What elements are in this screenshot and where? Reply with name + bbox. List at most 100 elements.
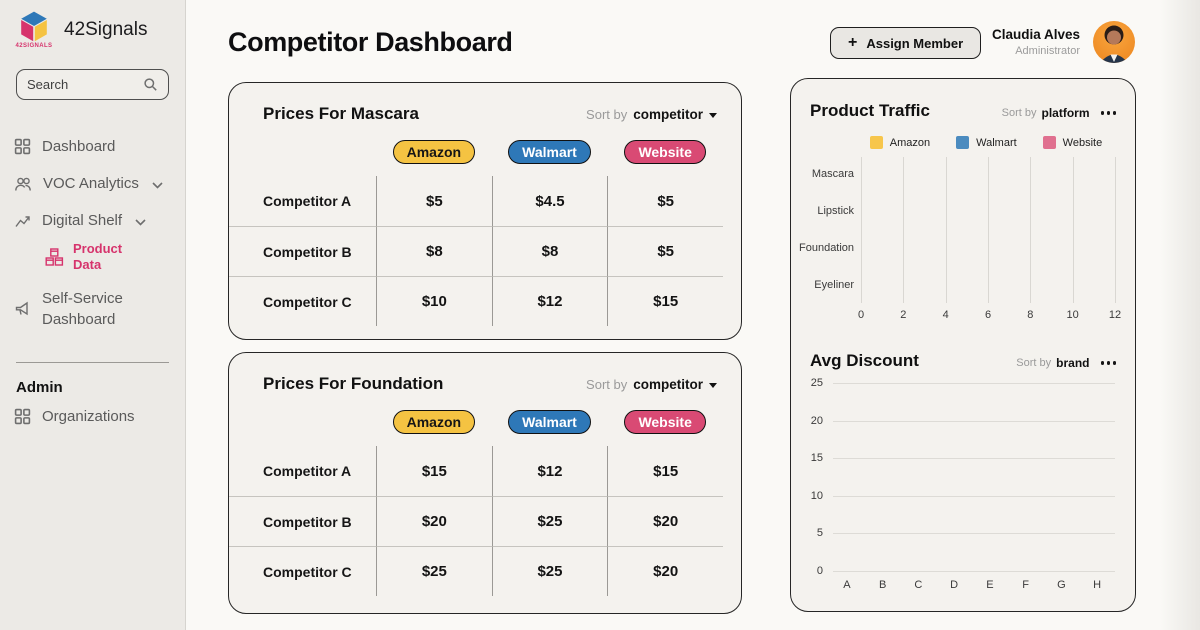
row-label: Competitor A bbox=[263, 463, 352, 479]
brand-name: 42Signals bbox=[64, 18, 148, 40]
sidebar-item-dashboard[interactable]: Dashboard bbox=[0, 128, 185, 165]
sidebar-item-voc-analytics[interactable]: VOC Analytics bbox=[0, 165, 185, 202]
price-cell: $8 bbox=[376, 226, 492, 276]
category-label: Foundation bbox=[799, 241, 855, 254]
price-cell: $12 bbox=[491, 446, 608, 496]
tick-label: 10 bbox=[810, 489, 823, 502]
price-cell: $15 bbox=[607, 276, 723, 326]
sidebar-item-organizations[interactable]: Organizations bbox=[0, 398, 185, 435]
price-cell: $5 bbox=[607, 226, 723, 276]
stacked-boxes-icon bbox=[45, 248, 64, 266]
brand-logo-text: 42SIGNALS bbox=[15, 43, 53, 49]
price-cell: $25 bbox=[491, 496, 608, 546]
search-icon bbox=[144, 78, 157, 91]
tick-label: 15 bbox=[810, 452, 823, 465]
category-label: C bbox=[914, 579, 923, 591]
sort-control[interactable]: Sort by competitor bbox=[586, 107, 717, 122]
sidebar-item-label: VOC Analytics bbox=[43, 175, 139, 192]
price-cell: $4.5 bbox=[491, 176, 608, 226]
price-table: Amazon Walmart Website Competitor A $15 … bbox=[229, 394, 723, 596]
row-label: Competitor B bbox=[229, 226, 376, 276]
price-table: Amazon Walmart Website Competitor A $5 $… bbox=[229, 124, 723, 326]
chart-title: Avg Discount bbox=[810, 351, 919, 370]
legend-item-amazon: Amazon bbox=[869, 136, 931, 149]
legend-item-website: Website bbox=[1042, 136, 1103, 149]
megaphone-icon bbox=[15, 301, 28, 315]
sort-control[interactable]: Sort by brand bbox=[1016, 356, 1116, 370]
category-label: A bbox=[843, 579, 851, 591]
sidebar-item-self-service-dashboard[interactable]: Self-Service Dashboard bbox=[0, 278, 185, 340]
price-cell: $15 bbox=[607, 446, 723, 496]
prices-mascara-card: Prices For Mascara Sort by competitor Am… bbox=[228, 82, 742, 340]
search-box[interactable] bbox=[16, 69, 169, 100]
price-cell: $5 bbox=[607, 176, 723, 226]
tick-label: 25 bbox=[810, 377, 823, 389]
category-label: E bbox=[986, 579, 994, 591]
x-axis-tick-labels: 0 2 4 6 8 10 12 bbox=[858, 309, 1121, 323]
tick-label: 5 bbox=[816, 527, 823, 540]
chart-title: Product Traffic bbox=[810, 101, 930, 120]
card-title: Prices For Mascara bbox=[263, 104, 419, 123]
search-input[interactable] bbox=[27, 77, 137, 92]
category-label: G bbox=[1057, 579, 1066, 591]
category-label: Eyeliner bbox=[814, 278, 855, 291]
people-icon bbox=[15, 177, 31, 191]
sort-value: competitor bbox=[633, 377, 703, 392]
price-cell: $25 bbox=[376, 546, 492, 596]
sidebar-item-label: Organizations bbox=[42, 407, 135, 425]
chevron-down-icon bbox=[135, 218, 146, 226]
category-label: Lipstick bbox=[817, 204, 855, 217]
card-title: Prices For Foundation bbox=[263, 374, 444, 393]
sidebar-item-product-data[interactable]: Product Data bbox=[44, 239, 327, 283]
grid-icon bbox=[14, 408, 31, 424]
category-label: F bbox=[1022, 579, 1029, 591]
user-block: Claudia Alves Administrator bbox=[965, 27, 1080, 57]
price-cell: $10 bbox=[376, 276, 492, 326]
sort-control[interactable]: Sort by competitor bbox=[586, 377, 717, 392]
legend-swatch-walmart bbox=[956, 136, 970, 149]
sort-control[interactable]: Sort by platform bbox=[1002, 106, 1116, 120]
dropdown-caret-icon bbox=[709, 382, 717, 388]
sort-label: Sort by bbox=[1001, 107, 1037, 119]
chart-legend: Amazon Walmart Website bbox=[837, 136, 1135, 149]
column-pill-walmart: Walmart bbox=[508, 410, 591, 434]
row-label: Competitor C bbox=[229, 276, 376, 326]
legend-label: Walmart bbox=[976, 136, 1017, 149]
sort-label: Sort by bbox=[1016, 357, 1052, 369]
assign-member-button[interactable]: + Assign Member bbox=[830, 27, 982, 59]
avg-discount-chart: 25 20 15 10 5 0 A B C D E F G H bbox=[805, 377, 1115, 591]
tick-label: 10 bbox=[1066, 309, 1079, 321]
tick-label: 6 bbox=[984, 309, 992, 321]
plus-icon: + bbox=[848, 33, 858, 51]
dropdown-caret-icon bbox=[709, 112, 717, 118]
product-traffic-chart: Mascara Lipstick Foundation Eyeliner bbox=[799, 155, 1116, 303]
sort-value: competitor bbox=[633, 107, 703, 122]
legend-label: Website bbox=[1062, 136, 1103, 149]
y-axis-category-labels: Mascara Lipstick Foundation Eyeliner bbox=[799, 155, 861, 303]
price-cell: $20 bbox=[607, 546, 723, 596]
category-label: Mascara bbox=[811, 167, 855, 180]
tick-label: 12 bbox=[1108, 309, 1122, 321]
sidebar-item-label: Digital Shelf bbox=[42, 212, 123, 229]
legend-label: Amazon bbox=[889, 136, 931, 149]
user-role: Administrator bbox=[1015, 45, 1080, 57]
more-options-icon[interactable] bbox=[1100, 361, 1116, 365]
more-options-icon[interactable] bbox=[1100, 111, 1116, 115]
category-label: H bbox=[1093, 579, 1102, 591]
avatar[interactable] bbox=[1093, 21, 1135, 63]
row-label: Competitor B bbox=[229, 496, 376, 546]
category-label: D bbox=[950, 579, 959, 591]
sidebar-item-digital-shelf[interactable]: Digital Shelf bbox=[0, 202, 185, 239]
price-cell: $20 bbox=[376, 496, 492, 546]
price-cell: $5 bbox=[376, 176, 492, 226]
category-label: B bbox=[878, 579, 887, 591]
x-axis-category-labels: A B C D E F G H bbox=[829, 579, 1115, 591]
column-pill-website: Website bbox=[624, 140, 706, 164]
cube-logo-icon bbox=[21, 11, 47, 42]
sidebar-item-label: Self-Service Dashboard bbox=[42, 289, 123, 328]
legend-item-walmart: Walmart bbox=[956, 136, 1017, 149]
brand-logo: 42SIGNALS bbox=[14, 10, 54, 49]
page-title: Competitor Dashboard bbox=[228, 27, 513, 57]
sidebar-nav: Dashboard VOC Analytics Digital Shelf bbox=[0, 128, 327, 340]
price-cell: $20 bbox=[607, 496, 723, 546]
